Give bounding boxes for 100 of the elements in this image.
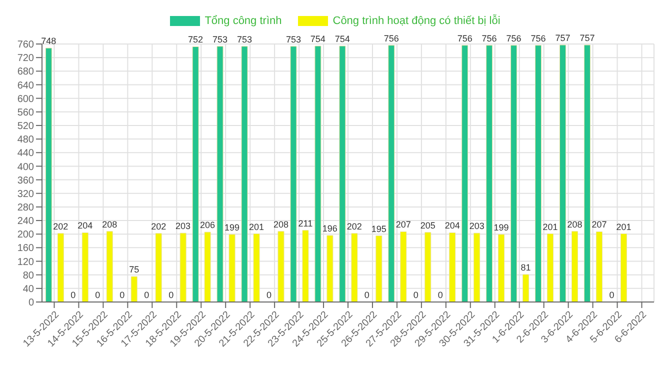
bar [155,233,162,302]
bar [535,45,542,302]
data-label: 206 [200,220,216,230]
y-tick-label: 720 [17,53,34,64]
bar [560,44,566,302]
bar [522,274,530,302]
data-label: 753 [236,34,252,44]
bar [290,46,297,302]
legend-label: Tổng công trình [204,15,282,27]
bar [302,230,309,302]
data-label: 203 [469,221,484,232]
bar [462,45,468,302]
y-tick-label: 200 [17,230,34,241]
data-label: 756 [506,33,522,44]
data-label: 208 [102,219,118,230]
data-label: 208 [273,219,289,230]
data-label: 202 [53,221,68,232]
bar [314,46,322,302]
bar [192,46,199,302]
data-label: 753 [212,34,228,44]
data-label: 205 [420,220,436,230]
data-label: 756 [457,33,472,44]
data-label: 203 [176,221,191,232]
data-label: 204 [444,220,460,231]
data-label: 0 [70,290,76,300]
y-tick-label: 640 [17,80,34,92]
bar [572,231,578,302]
bar [82,232,88,302]
data-label: 753 [286,34,301,44]
data-label: 195 [371,224,386,234]
y-tick-label: 760 [17,40,34,51]
y-tick-label: 0 [28,298,34,309]
y-tick-label: 320 [17,188,34,200]
data-label: 756 [530,33,546,44]
data-label: 202 [151,221,166,232]
data-label: 752 [188,34,204,45]
y-tick-label: 160 [17,243,34,254]
legend-label: Công trình hoạt động có thiết bị lỗi [332,15,500,27]
bar [596,231,602,302]
y-tick-label: 360 [17,175,34,186]
data-label: 756 [482,33,497,44]
y-tick-label: 400 [17,162,34,173]
bar [388,45,395,302]
data-label: 0 [95,290,100,300]
y-tick-label: 600 [17,94,34,105]
data-label: 0 [438,290,443,300]
bar [547,234,554,302]
data-label: 0 [266,290,272,300]
data-label: 756 [384,33,399,44]
y-tick-label: 520 [17,121,34,132]
y-tick-label: 280 [17,202,34,214]
bar [620,234,627,302]
data-label: 199 [224,222,240,232]
bar [130,276,138,302]
data-label: 201 [616,222,632,232]
data-label: 204 [78,220,93,231]
bar [106,231,113,302]
data-label: 81 [520,262,531,273]
bar [486,45,493,302]
bar [180,232,186,302]
bar [216,46,224,302]
bar [241,46,248,302]
data-label: 0 [413,290,418,300]
data-label: 207 [592,220,607,230]
data-label: 202 [346,221,362,232]
data-label: 207 [396,220,411,230]
data-label: 201 [248,222,264,232]
bar [510,45,518,302]
bar [474,232,480,302]
data-label: 0 [168,290,174,300]
bar [253,234,260,302]
y-tick-label: 80 [22,270,34,282]
data-label: 211 [298,218,313,228]
y-tick-label: 120 [17,256,34,268]
bar [278,231,284,302]
data-label: 0 [364,290,370,300]
bar [400,231,407,302]
data-label: 208 [567,219,582,230]
data-label: 748 [41,36,56,46]
bar [57,233,64,302]
y-tick-label: 240 [17,216,34,228]
data-label: 754 [334,34,350,44]
bar [339,46,346,302]
bar [584,44,590,302]
data-label: 0 [120,290,125,300]
data-label: 757 [580,33,595,44]
y-tick-label: 40 [22,284,34,295]
data-label: 201 [542,222,558,232]
y-tick-label: 680 [17,66,34,78]
bar [449,232,456,302]
y-tick-label: 440 [17,148,34,160]
data-label: 0 [144,290,150,300]
data-label: 75 [129,264,140,275]
data-label: 0 [609,290,614,300]
data-label: 757 [555,33,570,44]
bar [204,232,211,302]
data-label: 754 [310,34,326,44]
y-tick-label: 560 [17,107,34,118]
data-label: 199 [494,222,509,232]
data-label: 196 [322,223,338,234]
